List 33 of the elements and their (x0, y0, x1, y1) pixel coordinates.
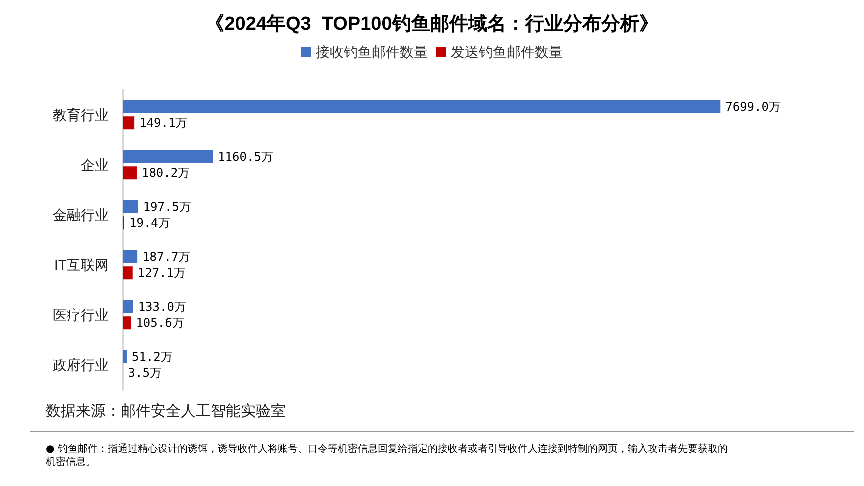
data-label: 187.7万 (142, 250, 191, 264)
data-label: 3.5万 (128, 366, 162, 380)
y-tick-label: IT互联网 (54, 257, 109, 273)
data-label: 51.2万 (132, 350, 173, 364)
bar (123, 116, 135, 130)
y-tick-label: 政府行业 (53, 357, 109, 373)
data-label: 127.1万 (138, 266, 186, 280)
source-note: 数据来源：邮件安全人工智能实验室 (46, 402, 286, 421)
data-label: 7699.0万 (726, 100, 781, 114)
y-tick-label: 企业 (81, 157, 109, 173)
bar (123, 200, 138, 214)
data-label: 105.6万 (136, 316, 184, 330)
data-label: 149.1万 (140, 116, 188, 130)
legend-label: 接收钓鱼邮件数量 (316, 44, 428, 60)
data-label: 19.4万 (130, 216, 170, 230)
text: ● 钓鱼邮件：指通过精心设计的诱饵，诱导收件人将账号、口令等机密信息回复给指定的接收者或者引导收件人连接到特制的网页，输入攻击者先要获取的机密信息。 (46, 443, 729, 469)
bar (123, 300, 134, 314)
chart-title: 《2024年Q3 TOP100钓鱼邮件域名：行业分布分析》 (206, 13, 658, 35)
y-tick-label: 教育行业 (53, 107, 109, 123)
bar (123, 316, 132, 330)
legend-label: 发送钓鱼邮件数量 (451, 44, 563, 60)
bar (123, 350, 127, 364)
bar (123, 100, 721, 114)
bar (123, 166, 137, 180)
y-tick-label: 金融行业 (53, 207, 109, 223)
data-label: 197.5万 (143, 200, 192, 214)
data-label: 1160.5万 (218, 150, 274, 164)
bar (123, 266, 133, 280)
bar (123, 150, 214, 164)
data-label: 133.0万 (138, 300, 186, 314)
data-label: 180.2万 (142, 166, 190, 180)
y-tick-label: 医疗行业 (53, 307, 109, 323)
bar (123, 250, 138, 264)
